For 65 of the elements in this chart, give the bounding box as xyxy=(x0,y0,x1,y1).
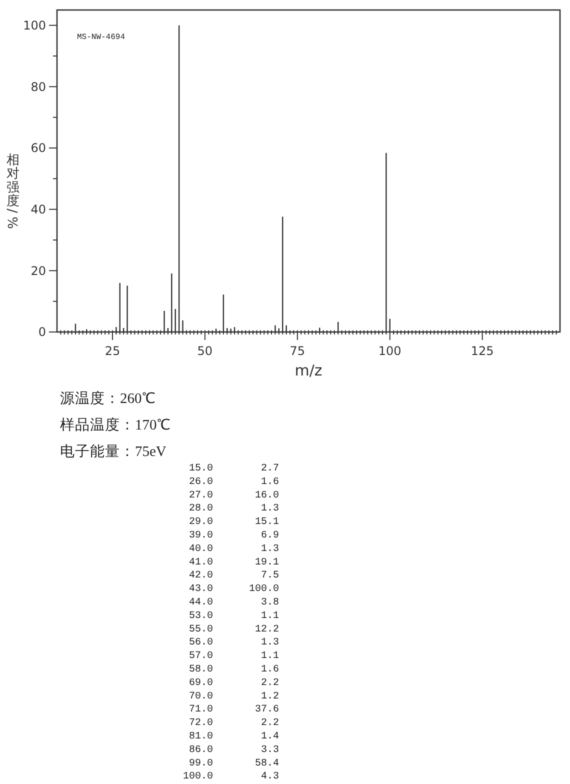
text: 电子能量：75eV xyxy=(60,443,167,460)
text: 37.6 xyxy=(254,704,279,716)
text: 100.0 xyxy=(182,772,213,783)
x-tick-label: 50 xyxy=(197,344,213,358)
text: 6.9 xyxy=(260,530,279,542)
text: 样品温度：170℃ xyxy=(60,416,171,434)
text: 55.0 xyxy=(188,624,213,636)
text: 15.0 xyxy=(188,464,213,474)
text: 41.0 xyxy=(188,557,213,568)
text: 28.0 xyxy=(188,504,213,515)
text: 57.0 xyxy=(188,651,213,662)
text: 3.8 xyxy=(260,598,279,608)
text: 源温度：260℃ xyxy=(60,390,156,408)
text: 2.2 xyxy=(260,678,279,689)
text: 86.0 xyxy=(188,744,213,756)
text: 81.0 xyxy=(188,732,213,742)
text: 1.6 xyxy=(260,664,279,676)
x-tick-label: 125 xyxy=(470,344,494,358)
y-axis-title: 相对强度/% xyxy=(4,153,20,230)
y-tick-label: 100 xyxy=(23,18,46,33)
x-tick-label: 100 xyxy=(378,344,402,358)
x-tick-label: 25 xyxy=(104,344,120,358)
y-tick-label: 0 xyxy=(38,325,46,340)
text: 69.0 xyxy=(188,678,213,689)
text: 1.1 xyxy=(260,651,279,662)
y-tick-label: 40 xyxy=(30,202,46,217)
text: 58.4 xyxy=(254,758,279,770)
y-tick-label: 20 xyxy=(30,264,46,278)
text: 26.0 xyxy=(188,476,213,488)
text: 16.0 xyxy=(254,490,279,502)
text: 15.1 xyxy=(254,517,279,528)
y-tick-label: 60 xyxy=(30,141,46,156)
x-tick-label: 75 xyxy=(290,344,306,358)
text: 1.3 xyxy=(260,504,279,515)
text: 42.0 xyxy=(188,570,213,582)
annotation: MS-NW-4694 xyxy=(77,32,126,42)
text: 12.2 xyxy=(254,624,279,636)
text: 3.3 xyxy=(260,744,279,756)
text: 43.0 xyxy=(188,584,213,596)
text: 71.0 xyxy=(188,704,213,716)
text: 99.0 xyxy=(188,758,213,770)
text: 19.1 xyxy=(254,557,279,568)
text: 2.2 xyxy=(260,718,279,730)
text: 58.0 xyxy=(188,664,213,676)
text: 1.3 xyxy=(260,544,279,555)
text: 2.7 xyxy=(260,464,279,474)
text: 4.3 xyxy=(260,772,279,783)
y-tick-label: 80 xyxy=(30,80,46,94)
text: 1.4 xyxy=(260,732,279,742)
text: 27.0 xyxy=(188,490,213,502)
text: 1.1 xyxy=(260,610,279,622)
text: 7.5 xyxy=(260,570,279,582)
text: 1.6 xyxy=(260,476,279,488)
text: 39.0 xyxy=(188,530,213,542)
text: 100.0 xyxy=(248,584,279,596)
text: 72.0 xyxy=(188,718,213,730)
text: 56.0 xyxy=(188,638,213,649)
text: 1.2 xyxy=(260,691,279,702)
text: 1.3 xyxy=(260,638,279,649)
text: 40.0 xyxy=(188,544,213,555)
text: 29.0 xyxy=(188,517,213,528)
text: 44.0 xyxy=(188,598,213,608)
text: 70.0 xyxy=(188,691,213,702)
text: 53.0 xyxy=(188,610,213,622)
x-axis-title: m/z xyxy=(294,361,322,380)
